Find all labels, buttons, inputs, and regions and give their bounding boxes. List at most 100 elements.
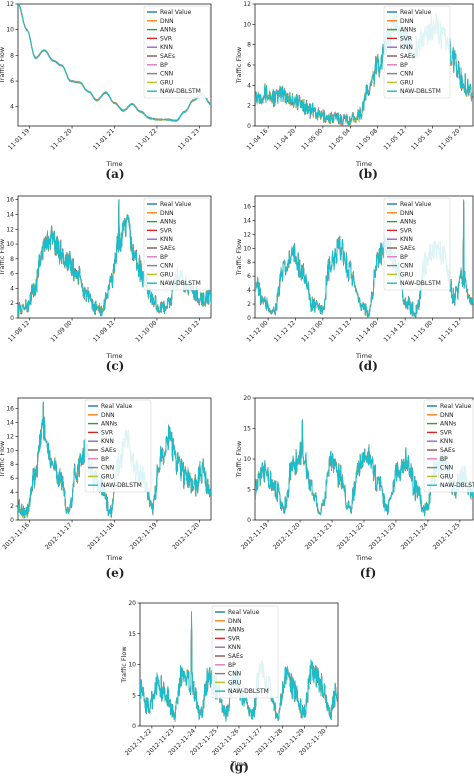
x-tick-label: 2012-11-25 [432, 521, 462, 551]
panel-caption: (a) [105, 167, 124, 181]
x-tick-label: 11-14 12 [382, 319, 406, 343]
legend-label: DNN [160, 210, 174, 217]
x-axis-label: Time [106, 554, 123, 562]
x-tick-label: 11-12 00 [245, 319, 269, 343]
legend-label: NAW-DBLSTM [160, 280, 201, 287]
legend-label: SVR [400, 35, 412, 42]
x-tick-label: 11-15 12 [437, 319, 461, 343]
x-tick-label: 2012-11-20 [272, 521, 302, 551]
series-lines [18, 4, 211, 123]
y-tick-label: 5 [132, 692, 136, 699]
x-tick-label: 11-04 20 [273, 127, 297, 151]
x-axis-label: Time [106, 352, 123, 360]
legend-label: KNN [440, 438, 453, 445]
legend-label: NAW-DBLSTM [400, 88, 441, 95]
legend-label: NAW-DBLSTM [228, 688, 269, 695]
panel-caption: (b) [358, 167, 378, 181]
y-tick-label: 16 [243, 203, 251, 210]
x-tick-label: 11-01 23 [177, 127, 201, 151]
legend-label: BP [160, 62, 168, 69]
x-tick-label: 11-05 08 [355, 127, 379, 151]
legend-label: Real Value [160, 9, 192, 16]
x-tick-label: 11-01 21 [92, 127, 116, 151]
legend-label: KNN [228, 644, 241, 651]
y-tick-label: 10 [6, 447, 14, 454]
x-axis-label: Time [230, 760, 247, 768]
legend-label: SAEs [160, 53, 175, 60]
x-axis-label: Time [355, 554, 372, 562]
legend-label: SAEs [400, 245, 415, 252]
y-tick-label: 8 [10, 52, 14, 59]
y-tick-label: 10 [128, 662, 136, 669]
chart-panel-5: 0 2 4 6 8 10 12 14 16 2012-11-16 2012-11-17 2012-11… [0, 397, 212, 580]
y-axis-label: Traffic Flow [120, 646, 128, 684]
legend-label: BP [400, 254, 408, 261]
legend-label: SVR [400, 227, 412, 234]
y-tick-label: 10 [243, 245, 251, 252]
legend-label: SVR [440, 429, 452, 436]
legend-label: BP [160, 254, 168, 261]
y-tick-label: 8 [247, 42, 251, 49]
y-tick-label: 6 [10, 271, 14, 278]
x-tick-label: 11-09 00 [49, 319, 73, 343]
y-tick-label: 15 [128, 631, 136, 638]
y-tick-label: 0 [247, 517, 251, 524]
y-tick-label: 5 [247, 487, 251, 494]
x-tick-label: 2012-11-24 [400, 521, 430, 551]
chart-panel-1: 4 6 8 10 12 11-01 19 11-01 20 11-01 21 11-01 22 1… [0, 1, 212, 181]
y-tick-label: 14 [6, 419, 14, 426]
legend-label: ANNs [160, 27, 176, 34]
y-tick-label: 2 [10, 300, 14, 307]
y-tick-label: 20 [128, 600, 136, 607]
x-tick-label: 11-13 12 [328, 319, 352, 343]
legend-label: SAEs [400, 53, 415, 60]
legend-label: Real Value [400, 201, 432, 208]
legend-box [143, 197, 211, 291]
legend-label: SAEs [440, 447, 455, 454]
x-tick-label: 2012-11-20 [171, 521, 201, 551]
x-tick-label: 2012-11-21 [304, 521, 334, 551]
x-tick-label: 11-13 00 [300, 319, 324, 343]
legend-label: CNN [228, 671, 241, 678]
y-axis-label: Traffic Flow [0, 46, 6, 84]
legend-label: CNN [101, 465, 114, 472]
y-tick-label: 12 [6, 433, 14, 440]
y-tick-label: 12 [243, 231, 251, 238]
y-tick-label: 2 [247, 301, 251, 308]
legend-label: DNN [440, 412, 454, 419]
x-tick-label: 2012-11-18 [86, 521, 116, 551]
legend-label: BP [440, 456, 448, 463]
x-tick-label: 11-01 20 [49, 127, 73, 151]
x-tick-label: 11-05 16 [410, 127, 434, 151]
panel-caption: (e) [106, 566, 125, 580]
legend-label: KNN [400, 44, 413, 51]
y-tick-label: 6 [10, 475, 14, 482]
legend-box [383, 5, 451, 99]
panel-caption: (c) [106, 359, 125, 373]
x-tick-label: 2012-11-23 [368, 521, 398, 551]
legend-label: SAEs [228, 653, 243, 660]
y-axis-label: Traffic Flow [235, 440, 243, 478]
y-tick-label: 10 [6, 241, 14, 248]
legend-label: KNN [400, 236, 413, 243]
legend-label: KNN [101, 438, 114, 445]
y-tick-label: 15 [243, 426, 251, 433]
legend-label: Real Value [101, 403, 133, 410]
legend-label: ANNs [101, 421, 117, 428]
x-tick-label: 2012-11-16 [1, 521, 31, 551]
legend-box [84, 399, 152, 493]
y-tick-label: 10 [6, 27, 14, 34]
legend-label: BP [101, 456, 109, 463]
y-tick-label: 4 [10, 489, 14, 496]
x-tick-label: 2012-11-19 [129, 521, 159, 551]
legend-label: SAEs [101, 447, 116, 454]
y-axis-label: Traffic Flow [0, 440, 6, 478]
legend-label: Real Value [160, 201, 192, 208]
y-axis-label: Traffic Flow [235, 238, 243, 276]
